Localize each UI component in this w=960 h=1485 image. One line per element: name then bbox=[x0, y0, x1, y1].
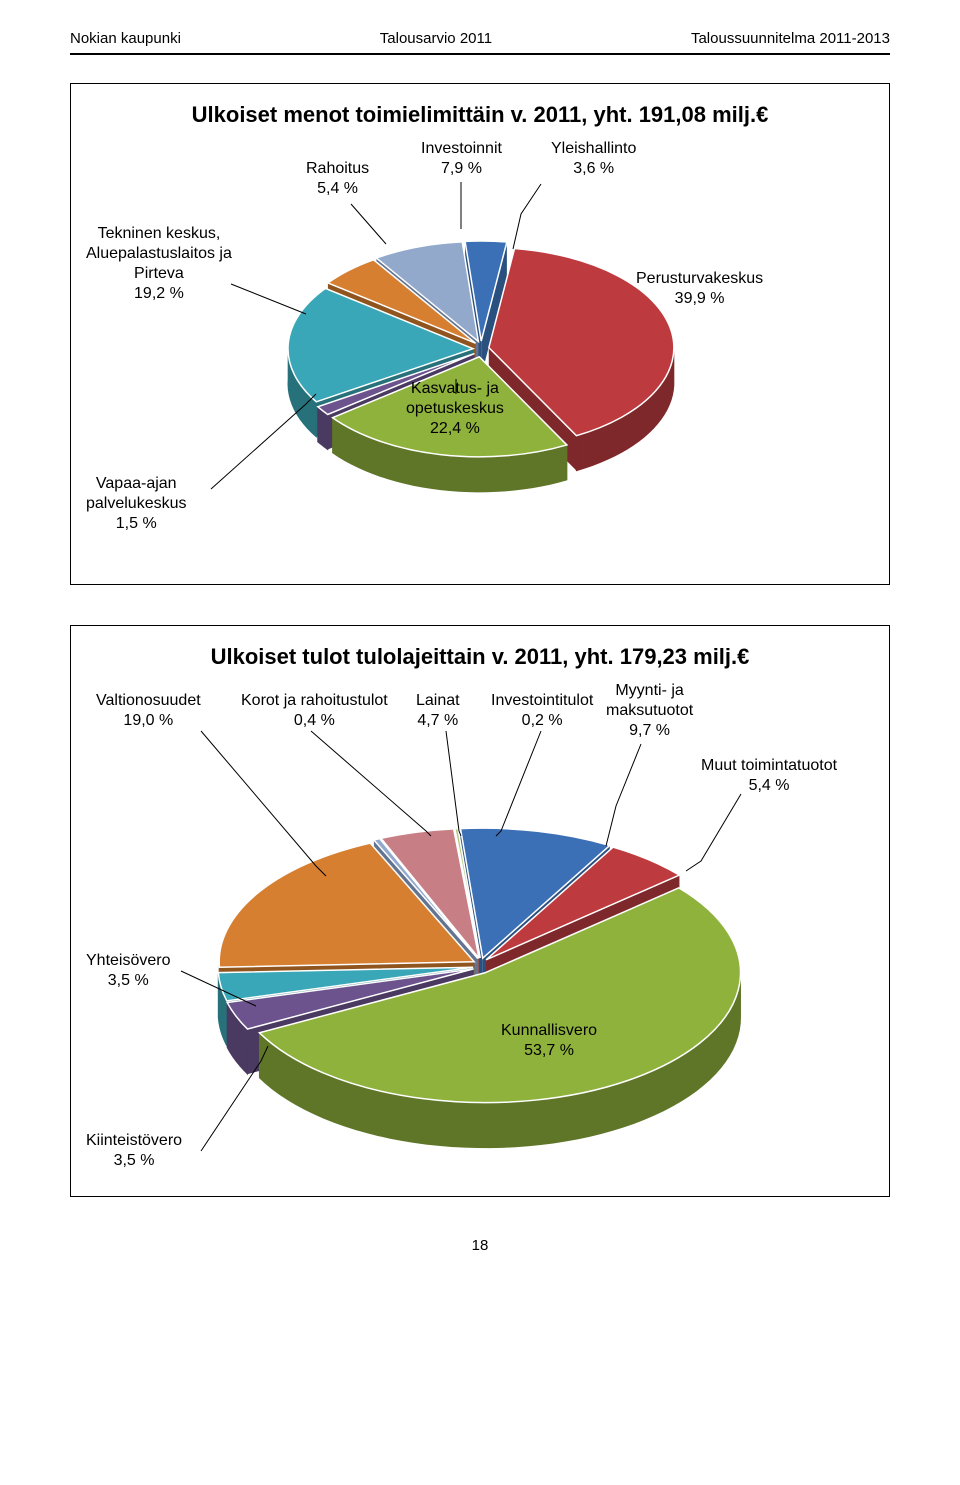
pie-svg bbox=[81, 676, 879, 1176]
chart1-title: Ulkoiset menot toimielimittäin v. 2011, … bbox=[81, 102, 879, 128]
page-root: Nokian kaupunki Talousarvio 2011 Talouss… bbox=[0, 0, 960, 1294]
page-number: 18 bbox=[70, 1237, 890, 1254]
slice-label: Lainat 4,7 % bbox=[416, 691, 460, 731]
leader-line bbox=[686, 794, 741, 871]
pie-svg bbox=[81, 134, 879, 564]
chart2-box: Ulkoiset tulot tulolajeittain v. 2011, y… bbox=[70, 625, 890, 1197]
slice-label: Korot ja rahoitustulot 0,4 % bbox=[241, 691, 388, 731]
slice-label: Valtionosuudet 19,0 % bbox=[96, 691, 201, 731]
slice-label: Tekninen keskus, Aluepalastuslaitos ja P… bbox=[86, 224, 232, 304]
slice-label: Yhteisövero 3,5 % bbox=[86, 951, 171, 991]
slice-label: Perusturvakeskus 39,9 % bbox=[636, 269, 763, 309]
leader-line bbox=[311, 731, 431, 836]
chart1-box: Ulkoiset menot toimielimittäin v. 2011, … bbox=[70, 83, 890, 585]
slice-label: Investoinnit 7,9 % bbox=[421, 139, 502, 179]
leader-line bbox=[606, 744, 641, 846]
leader-line bbox=[201, 731, 326, 876]
chart2-title: Ulkoiset tulot tulolajeittain v. 2011, y… bbox=[81, 644, 879, 670]
header-left: Nokian kaupunki bbox=[70, 30, 181, 47]
header-rule bbox=[70, 53, 890, 55]
leader-line bbox=[231, 284, 306, 314]
leader-line bbox=[513, 184, 541, 249]
leader-line bbox=[446, 731, 461, 836]
slice-label: Investointitulot 0,2 % bbox=[491, 691, 593, 731]
slice-label: Kunnallisvero 53,7 % bbox=[501, 1021, 597, 1061]
slice-label: Yleishallinto 3,6 % bbox=[551, 139, 636, 179]
header-center: Talousarvio 2011 bbox=[380, 30, 492, 47]
slice-label: Kiinteistövero 3,5 % bbox=[86, 1131, 182, 1171]
chart1-area: Yleishallinto 3,6 % Perusturvakeskus 39,9… bbox=[81, 134, 879, 564]
slice-label: Kasvatus- ja opetuskeskus 22,4 % bbox=[406, 379, 504, 439]
chart2-area: Myynti- ja maksutuotot 9,7 %Muut toimint… bbox=[81, 676, 879, 1176]
slice-label: Myynti- ja maksutuotot 9,7 % bbox=[606, 681, 693, 741]
header-right: Taloussuunnitelma 2011-2013 bbox=[691, 30, 890, 47]
slice-label: Muut toimintatuotot 5,4 % bbox=[701, 756, 837, 796]
slice-label: Vapaa-ajan palvelukeskus 1,5 % bbox=[86, 474, 187, 534]
slice-label: Rahoitus 5,4 % bbox=[306, 159, 369, 199]
leader-line bbox=[496, 731, 541, 836]
leader-line bbox=[351, 204, 386, 244]
page-header: Nokian kaupunki Talousarvio 2011 Talouss… bbox=[70, 30, 890, 47]
